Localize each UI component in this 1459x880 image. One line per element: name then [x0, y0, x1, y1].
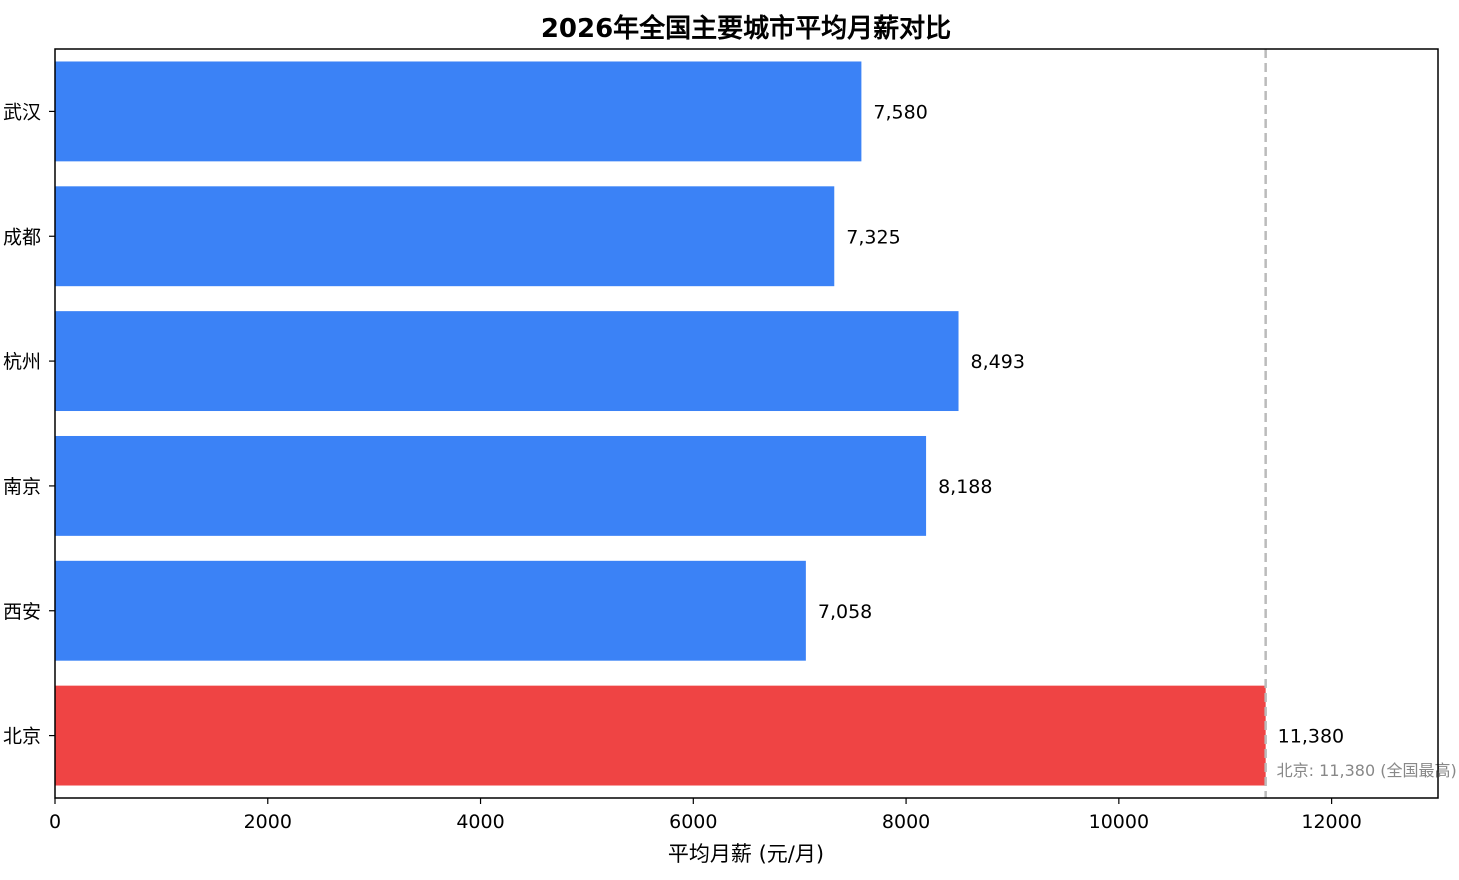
bar-5 — [55, 560, 806, 661]
x-tick-label-5: 8000 — [882, 811, 930, 833]
x-tick-label-1: 0 — [49, 811, 61, 833]
x-tick-label-4: 6000 — [669, 811, 717, 833]
y-tick-label-6: 北京 — [3, 726, 41, 748]
chart-title: 2026年全国主要城市平均月薪对比 — [541, 13, 951, 44]
y-tick-label-3: 杭州 — [3, 351, 41, 373]
plot-frame — [54, 48, 1439, 799]
x-tick-label-2: 2000 — [244, 811, 292, 833]
data-label-1: 7,580 — [873, 101, 927, 123]
data-label-5: 7,058 — [818, 601, 872, 623]
y-tick-label-5: 西安 — [3, 601, 41, 623]
bar-3 — [55, 311, 959, 412]
data-label-4: 8,188 — [938, 476, 992, 498]
bar-6 — [55, 685, 1266, 786]
y-tick-label-1: 武汉 — [3, 101, 41, 123]
x-tick-label-7: 12000 — [1301, 811, 1361, 833]
data-label-6: 11,380 — [1278, 726, 1344, 748]
x-axis-label: 平均月薪 (元/月) — [668, 842, 824, 866]
data-label-2: 7,325 — [846, 226, 900, 248]
bar-2 — [55, 186, 835, 287]
bar-1 — [55, 61, 862, 162]
reference-line-label: 北京: 11,380 (全国最高) — [1277, 761, 1457, 780]
bar-4 — [55, 435, 927, 536]
plot-area: 7,580 武汉 7,325 成都 8,493 杭州 8,188 南京 7,058 西安 11,38… — [3, 48, 1457, 833]
y-tick-label-2: 成都 — [3, 226, 41, 248]
data-label-3: 8,493 — [971, 351, 1025, 373]
x-tick-label-6: 10000 — [1089, 811, 1149, 833]
y-tick-label-4: 南京 — [3, 476, 41, 498]
x-tick-label-3: 4000 — [456, 811, 504, 833]
